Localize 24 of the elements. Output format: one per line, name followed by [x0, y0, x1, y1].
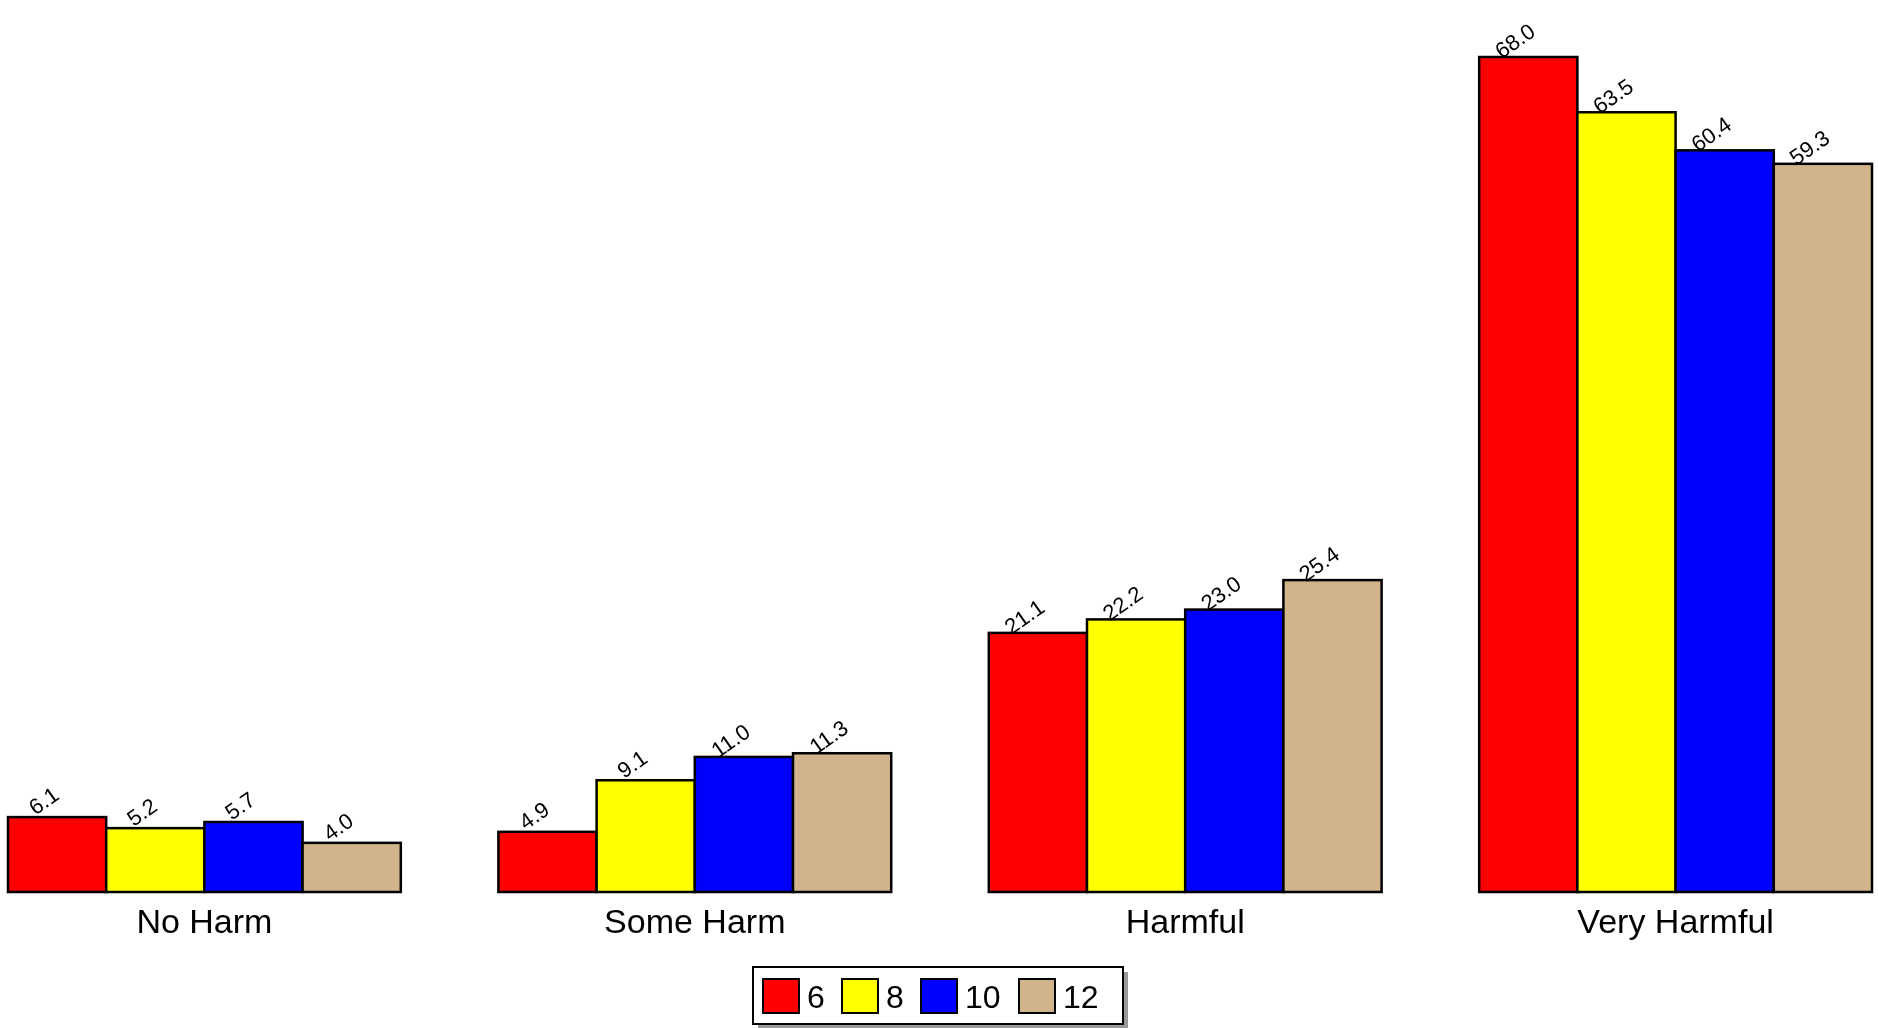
x-tick-label: Very Harmful — [1577, 902, 1774, 940]
data-label: 11.3 — [804, 715, 853, 760]
legend-label: 12 — [1063, 979, 1099, 1015]
x-tick-label: Harmful — [1125, 902, 1245, 940]
data-label: 6.1 — [24, 781, 64, 820]
data-label: 60.4 — [1686, 111, 1737, 157]
data-label: 21.1 — [999, 594, 1050, 640]
data-label: 5.2 — [122, 792, 162, 832]
x-tick-label: Some Harm — [604, 902, 786, 940]
legend-label: 8 — [886, 979, 904, 1015]
data-label: 4.9 — [514, 796, 554, 835]
data-label: 22.2 — [1097, 580, 1148, 626]
legend-label: 6 — [807, 979, 825, 1015]
data-label: 23.0 — [1196, 570, 1246, 616]
data-label: 9.1 — [612, 745, 652, 784]
data-label: 4.0 — [318, 807, 358, 846]
data-label: 63.5 — [1588, 73, 1638, 119]
data-label: 68.0 — [1490, 18, 1540, 64]
data-label: 5.7 — [220, 786, 260, 825]
data-label: 25.4 — [1294, 541, 1344, 587]
x-tick-label: No Harm — [136, 902, 273, 940]
data-label: 59.3 — [1784, 125, 1835, 171]
data-label: 11.0 — [706, 718, 755, 763]
legend-label: 10 — [965, 979, 1001, 1015]
